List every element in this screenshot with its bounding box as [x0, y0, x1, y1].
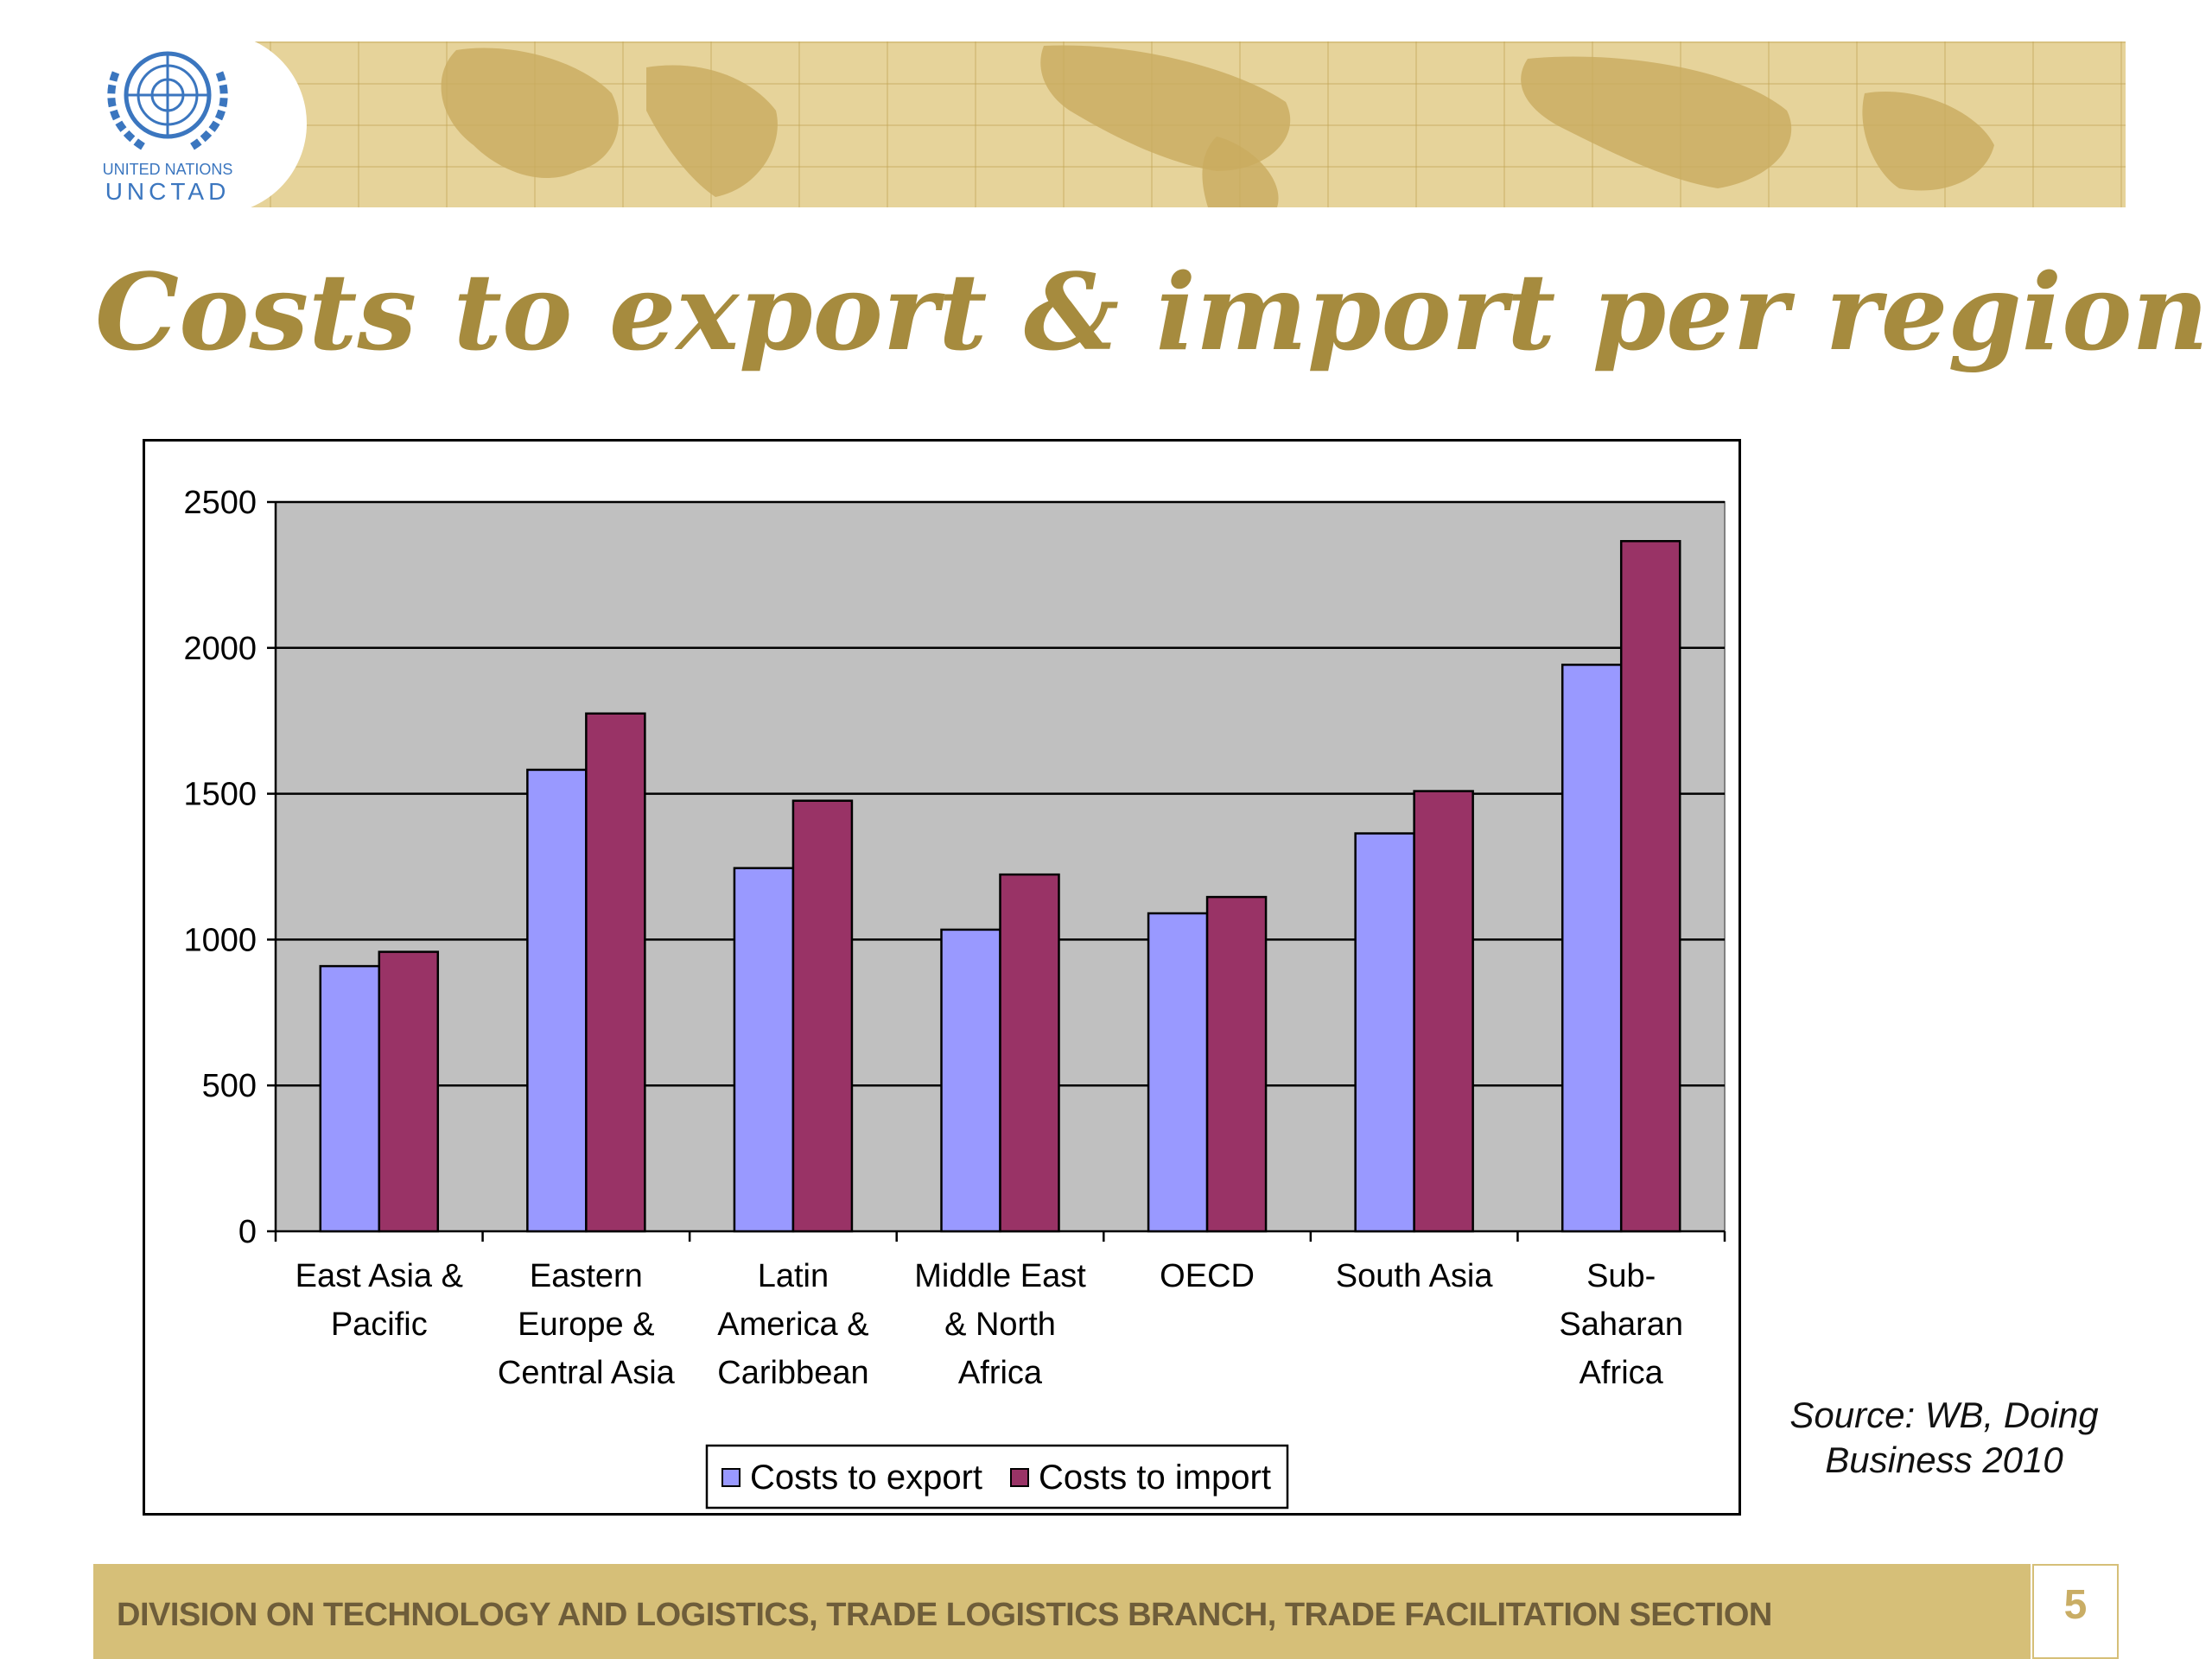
legend	[705, 1444, 1289, 1510]
legend-label: Costs to export	[750, 1459, 982, 1497]
bar-chart: 0 500 1000 1500 2000 2500 East Asia & Pacific Ea…	[183, 485, 1726, 1510]
x-tick-label: Africa	[958, 1355, 1043, 1391]
x-tick-label: & North	[944, 1306, 1056, 1343]
un-emblem-icon	[107, 51, 228, 150]
chart-frame: 0 500 1000 1500 2000 2500 East Asia & Pacific Ea…	[143, 439, 1741, 1516]
y-tick-label: 500	[202, 1068, 257, 1104]
logo-line-united-nations: UNITED NATIONS	[102, 161, 233, 178]
y-tick-label: 1500	[183, 777, 257, 813]
page-number: 5	[2063, 1582, 2088, 1628]
logo-background	[69, 33, 307, 214]
bar-import	[1205, 895, 1268, 1233]
x-tick-label: Latin	[758, 1258, 829, 1294]
bar-export	[319, 964, 381, 1233]
logo-line-unctad: UNCTAD	[105, 178, 231, 205]
x-tick-label: Saharan	[1559, 1306, 1683, 1343]
x-tick-label: South Asia	[1336, 1258, 1494, 1294]
slide-title: Costs to export & import per region	[95, 250, 2209, 374]
bar-export	[526, 768, 588, 1233]
bar-import	[1413, 790, 1474, 1233]
x-tick-label: Eastern	[530, 1258, 643, 1294]
x-tick-label: Pacific	[331, 1306, 428, 1343]
legend-label: Costs to import	[1039, 1459, 1271, 1497]
world-map-graphic	[441, 45, 1994, 207]
bar-import	[378, 950, 440, 1233]
bar-export	[733, 867, 795, 1233]
y-tick-label: 2000	[183, 631, 257, 667]
y-tick-label: 1000	[183, 922, 257, 958]
footer-text: DIVISION ON TECHNOLOGY AND LOGISTICS, TR…	[117, 1597, 1772, 1633]
y-tick-label: 0	[238, 1214, 257, 1250]
bar-export	[940, 928, 1001, 1233]
bar-export	[1354, 832, 1415, 1233]
x-tick-label: Central Asia	[498, 1355, 676, 1391]
legend-swatch	[1010, 1468, 1029, 1487]
x-tick-label: Africa	[1580, 1355, 1664, 1391]
x-tick-label: Middle East	[914, 1258, 1086, 1294]
bar-import	[1619, 539, 1681, 1233]
source-line-2: Business 2010	[1825, 1440, 2063, 1480]
footer-band	[93, 1564, 2031, 1659]
x-tick-label: Caribbean	[717, 1355, 868, 1391]
page-number-box: 5	[2032, 1564, 2119, 1659]
bar-import	[791, 799, 854, 1233]
source-note: Source: WB, Doing Business 2010	[1763, 1393, 2126, 1483]
legend-swatch	[721, 1468, 741, 1487]
bar-export	[1147, 912, 1209, 1233]
bar-import	[585, 712, 646, 1233]
x-tick-label: Europe &	[518, 1306, 654, 1343]
bar-export	[1560, 664, 1623, 1233]
x-tick-label: Sub-	[1586, 1258, 1656, 1294]
y-tick-label: 2500	[183, 485, 257, 521]
x-tick-label: East Asia &	[296, 1258, 463, 1294]
x-tick-label: OECD	[1160, 1258, 1255, 1294]
bar-import	[999, 873, 1060, 1233]
header-map-band	[93, 41, 2126, 207]
source-line-1: Source: WB, Doing	[1789, 1395, 2099, 1435]
x-tick-label: America &	[717, 1306, 868, 1343]
unctad-logo: UNITED NATIONS UNCTAD	[90, 38, 245, 211]
